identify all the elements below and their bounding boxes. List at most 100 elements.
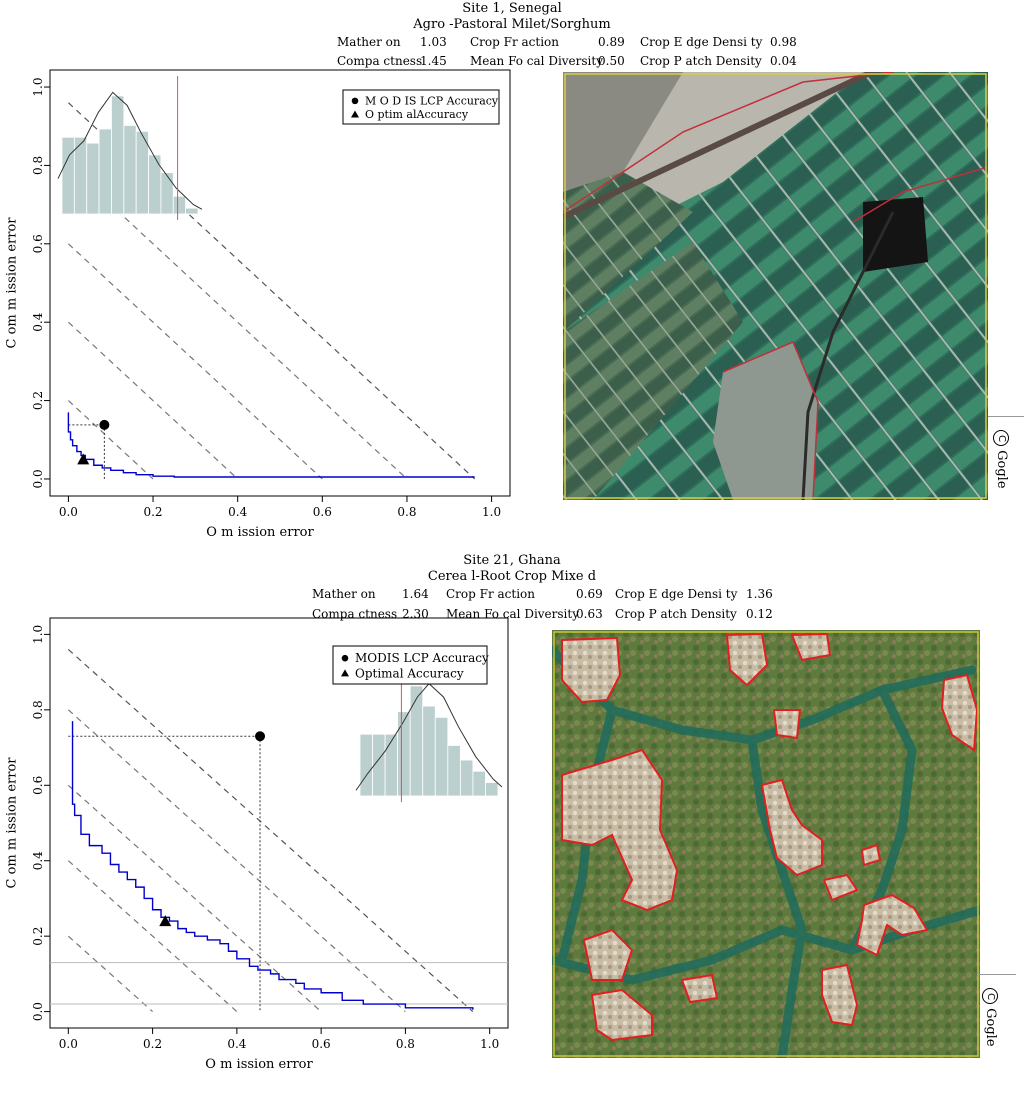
legend-box	[332, 645, 488, 685]
copyright-icon: C	[993, 430, 1009, 446]
modis-accuracy-point	[99, 419, 110, 430]
stat-value: 0.50	[598, 54, 625, 68]
histogram-bar	[485, 782, 499, 797]
legend-circle-icon	[351, 97, 359, 105]
plot-frame	[49, 69, 511, 497]
histogram-bar	[434, 716, 449, 797]
stat-label: Mather on	[337, 35, 401, 49]
histogram-bar	[148, 154, 162, 215]
x-tick-label: 0.8	[397, 505, 416, 519]
legend-modis-label: MODIS LCP Accuracy	[355, 651, 489, 665]
y-tick-label: 0.8	[31, 700, 45, 719]
x-axis-label: O m ission error	[205, 1057, 313, 1072]
optimal-accuracy-point	[77, 453, 90, 465]
stat-label: Mean Fo cal Diversity	[470, 54, 603, 68]
histogram-bar	[397, 711, 411, 797]
copyright-rule	[988, 416, 1024, 417]
stat-value: 0.98	[770, 35, 797, 49]
google-watermark: C Gogle	[993, 430, 1009, 489]
x-tick-label: 0.6	[312, 1037, 331, 1051]
histogram-bar	[86, 142, 100, 215]
histogram-bar	[422, 705, 436, 797]
histogram-bar	[409, 685, 424, 797]
copyright-rule	[978, 974, 1016, 975]
x-tick-label: 1.0	[480, 1037, 499, 1051]
y-tick-label: 0.2	[31, 391, 45, 410]
legend-circle-icon	[341, 654, 349, 662]
legend-optimal-label: Optimal Accuracy	[355, 666, 464, 680]
x-tick-label: 1.0	[482, 505, 501, 519]
stat-label: Crop P atch Density	[640, 54, 762, 68]
error-tradeoff-chart-2: 0.0 0.0 0.2 0.2 0.4 0.4 0.6 0.6 0.8 0.8 1.0 1.0 O m …	[5, 617, 509, 1072]
tradeoff-curve	[67, 412, 475, 478]
plot-frame	[49, 617, 509, 1029]
modis-accuracy-point	[255, 731, 266, 742]
x-tick-label: 0.6	[313, 505, 332, 519]
optimal-accuracy-point	[159, 915, 172, 927]
stat-value: 1.36	[746, 587, 773, 601]
stat-value: 1.64	[402, 587, 429, 601]
stat-label: Crop E dge Densi ty	[615, 587, 738, 601]
site-title: Site 1, Senegal	[462, 1, 562, 16]
x-axis-label: O m ission error	[206, 525, 314, 540]
stat-label: Crop P atch Density	[615, 607, 737, 621]
histogram-bar	[172, 195, 187, 215]
y-tick-label: 0.2	[31, 927, 45, 946]
legend-triangle-icon	[351, 110, 359, 118]
site-title: Site 21, Ghana	[463, 553, 561, 568]
histogram-bar	[447, 745, 461, 797]
histogram-bar	[185, 207, 199, 215]
stat-value: 0.12	[746, 607, 773, 621]
histogram-bar	[98, 128, 112, 215]
watermark-text: Gogle	[983, 1008, 998, 1047]
legend-optimal-label: O ptim alAccuracy	[365, 108, 469, 121]
stat-label: Crop E dge Densi ty	[640, 35, 763, 49]
y-tick-label: 0.4	[31, 851, 45, 870]
x-tick-label: 0.0	[59, 505, 78, 519]
satellite-image-2	[552, 630, 980, 1058]
stat-value: 0.69	[576, 587, 603, 601]
isoline	[67, 935, 153, 1013]
error-tradeoff-chart-1: 0.0 0.0 0.2 0.2 0.4 0.4 0.6 0.6 0.8 0.8 1.0 1.0 O m …	[5, 69, 511, 540]
y-tick-label: 1.0	[31, 625, 45, 644]
x-tick-label: 0.4	[228, 505, 247, 519]
y-tick-label: 0.0	[31, 469, 45, 488]
histogram-bar	[384, 733, 399, 797]
x-tick-label: 0.8	[396, 1037, 415, 1051]
isoline	[67, 784, 322, 1013]
isoline-main	[67, 649, 474, 1013]
x-tick-label: 0.2	[143, 505, 162, 519]
stat-value: 1.45	[420, 54, 447, 68]
histogram-bar	[459, 759, 474, 797]
isoline	[67, 860, 238, 1013]
stat-value: 1.03	[420, 35, 447, 49]
x-tick-label: 0.0	[59, 1037, 78, 1051]
isoline	[67, 321, 239, 480]
google-watermark: C Gogle	[982, 988, 998, 1047]
legend-triangle-icon	[341, 669, 349, 677]
y-tick-label: 1.0	[31, 77, 45, 96]
histogram-bar	[472, 770, 486, 797]
y-axis-label: C om m ission error	[5, 217, 20, 349]
histogram-bar	[61, 136, 75, 215]
stat-label: Compa ctness	[337, 54, 423, 68]
site-subtitle: Agro -Pastoral Milet/Sorghum	[413, 17, 611, 32]
stat-value: 0.63	[576, 607, 603, 621]
y-tick-label: 0.6	[31, 234, 45, 253]
x-tick-label: 0.2	[143, 1037, 162, 1051]
histogram-bar	[111, 95, 125, 215]
histogram-bar	[359, 733, 373, 797]
histogram-bar	[123, 125, 137, 215]
legend-modis-label: M O D IS LCP Accuracy	[365, 94, 499, 107]
satellite-image-1	[563, 72, 988, 500]
isoline	[67, 243, 323, 480]
y-tick-label: 0.0	[31, 1002, 45, 1021]
isoline	[67, 709, 406, 1013]
y-axis-label: C om m ission error	[5, 757, 20, 889]
stat-label: Crop Fr action	[470, 35, 560, 49]
x-tick-label: 0.4	[227, 1037, 246, 1051]
histogram-bar	[160, 172, 174, 215]
y-tick-label: 0.8	[31, 156, 45, 175]
stat-value: 0.89	[598, 35, 625, 49]
copyright-icon: C	[982, 988, 998, 1004]
